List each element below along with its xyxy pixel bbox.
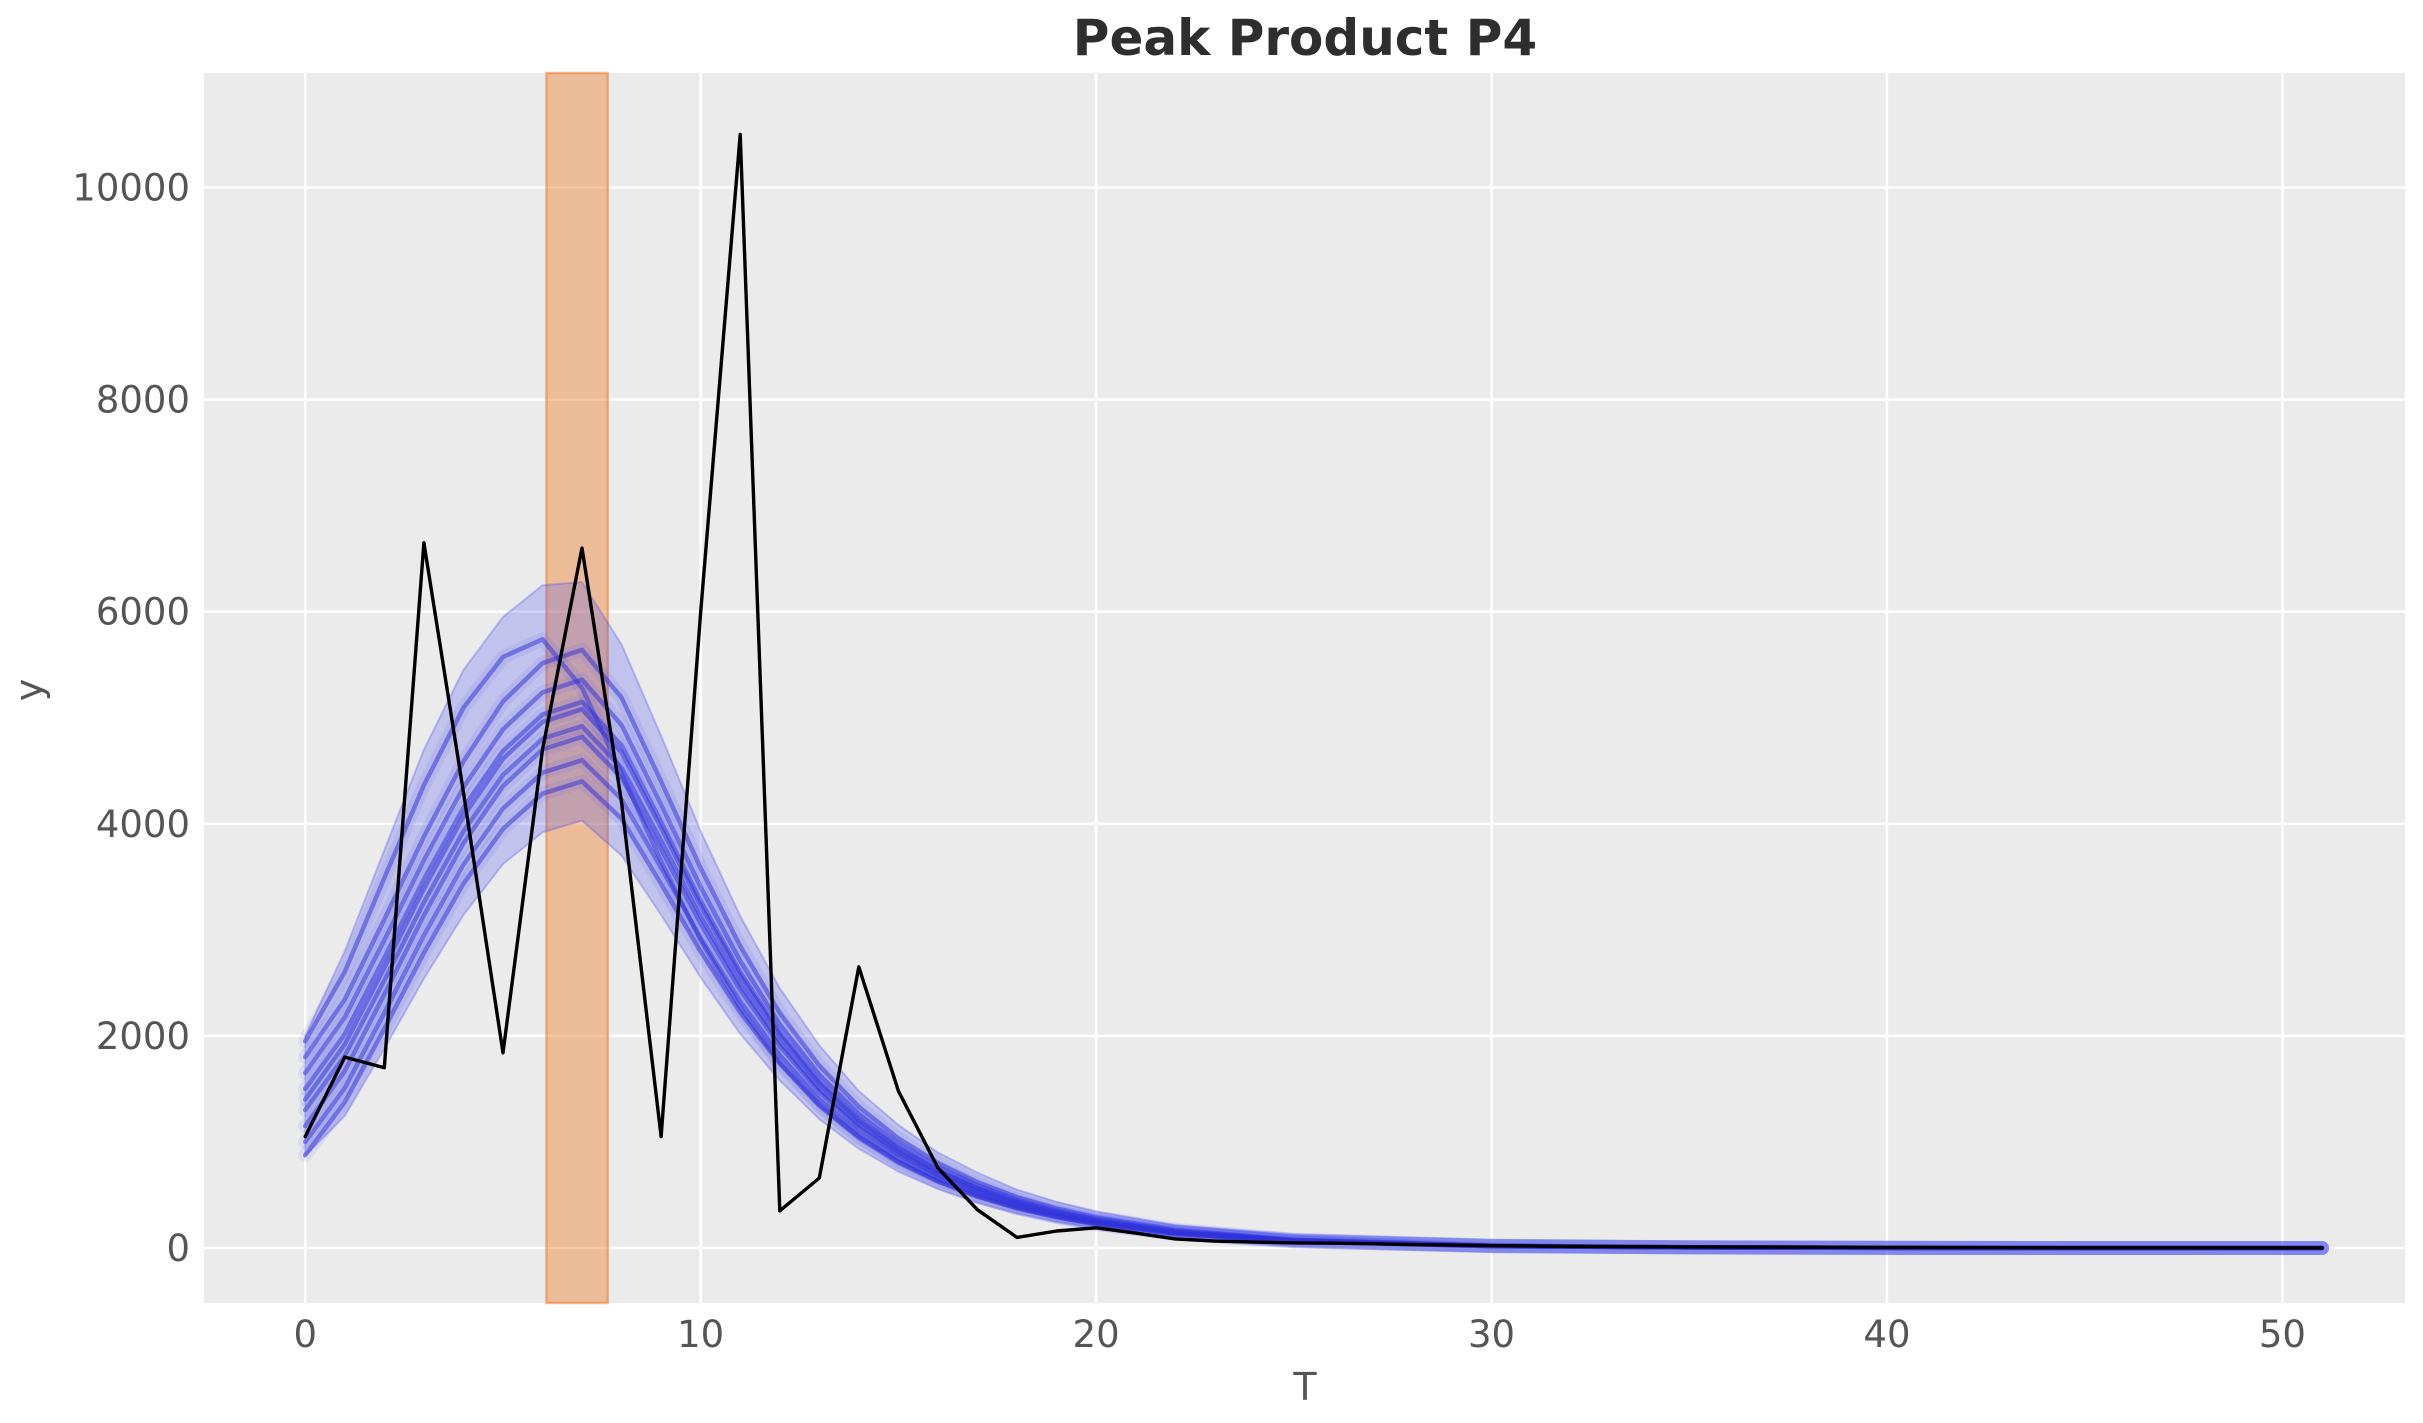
x-tick-labels: 0 10 20 30 40 50 xyxy=(293,1313,2306,1356)
y-tick-label-8000: 8000 xyxy=(96,379,190,422)
x-tick-label-30: 30 xyxy=(1468,1313,1515,1356)
y-tick-label-10000: 10000 xyxy=(72,167,190,210)
y-tick-label-4000: 4000 xyxy=(96,803,190,846)
y-tick-label-2000: 2000 xyxy=(96,1015,190,1058)
plot-area xyxy=(204,73,2405,1303)
y-tick-label-6000: 6000 xyxy=(96,591,190,634)
observed-line xyxy=(303,132,2324,1250)
chart-title: Peak Product P4 xyxy=(1073,9,1537,67)
x-tick-label-20: 20 xyxy=(1073,1313,1120,1356)
y-tick-label-0: 0 xyxy=(166,1227,190,1270)
y-axis-label: y xyxy=(7,679,51,702)
x-tick-label-50: 50 xyxy=(2259,1313,2306,1356)
x-tick-label-10: 10 xyxy=(677,1313,724,1356)
y-tick-labels: 0 2000 4000 6000 8000 10000 xyxy=(72,167,190,1270)
observed-line-layer xyxy=(303,132,2324,1250)
x-tick-label-40: 40 xyxy=(1863,1313,1910,1356)
x-tick-label-0: 0 xyxy=(293,1313,317,1356)
x-axis-label: T xyxy=(1292,1365,1317,1409)
